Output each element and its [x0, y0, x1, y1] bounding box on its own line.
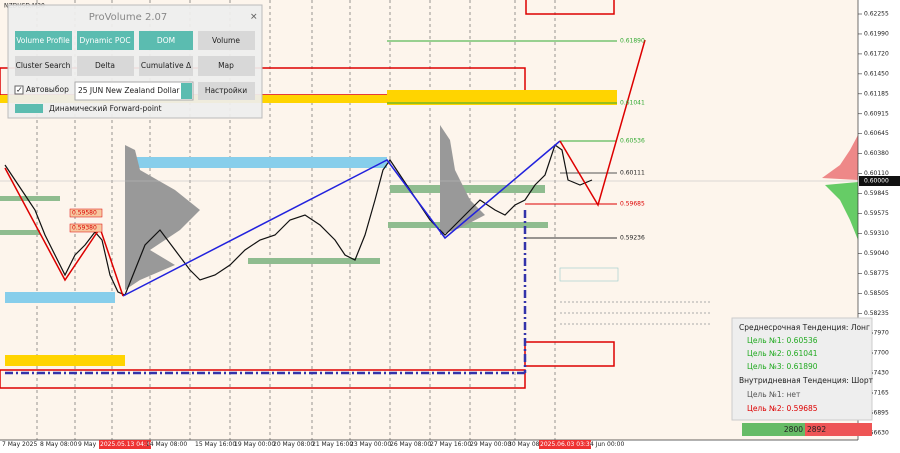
- button[interactable]: [139, 31, 193, 50]
- time-label: 27 May 16:00: [430, 441, 471, 448]
- level-label: 0.59580: [72, 210, 97, 217]
- current-price: 0.60000: [864, 178, 889, 185]
- forecast: [559, 39, 646, 207]
- price-label: 0.59040: [864, 250, 889, 257]
- info-line: Внутридневная Тенденция: Шорт: [739, 376, 874, 385]
- button-label[interactable]: Delta: [95, 61, 115, 70]
- button-label[interactable]: Map: [218, 61, 234, 70]
- price-label: 0.59845: [864, 190, 889, 197]
- price-label: 0.57430: [864, 370, 889, 377]
- button-label[interactable]: Dynamic POC: [79, 36, 130, 45]
- level-label: 0.61890: [620, 38, 645, 45]
- time-label: 29 May 00:00: [470, 441, 511, 448]
- time-label: 2025.05.13 04:30: [100, 441, 154, 448]
- level-label: 0.61041: [620, 100, 645, 107]
- time-axis: [0, 440, 900, 449]
- time-label: 21 May 16:00: [312, 441, 353, 448]
- checkbox-label: Автовыбор: [26, 85, 69, 94]
- time-label: 26 May 08:00: [390, 441, 431, 448]
- price-label: 0.62255: [864, 11, 889, 18]
- time-highlight: [99, 440, 151, 449]
- button[interactable]: [139, 56, 193, 76]
- info-line: Среднесрочная Тенденция: Лонг: [739, 323, 870, 332]
- right-profile: [822, 135, 858, 240]
- price-label: 0.58775: [864, 270, 889, 277]
- time-highlight: [539, 440, 591, 449]
- time-label: 23 May 00:00: [350, 441, 391, 448]
- button-label[interactable]: Cumulative Δ: [141, 61, 192, 70]
- button[interactable]: [77, 31, 134, 50]
- price-label: 0.59310: [864, 230, 889, 237]
- time-label: 19 May 00:00: [234, 441, 275, 448]
- select-value[interactable]: 25 JUN New Zealand Dollar: [78, 86, 180, 95]
- button[interactable]: [15, 56, 72, 76]
- button-label[interactable]: Volume: [212, 36, 240, 45]
- time-label: 7 May 2025: [2, 441, 37, 448]
- time-label: 2025.06.03 03:30: [540, 441, 594, 448]
- levels: [0, 40, 858, 375]
- price-label: 0.57165: [864, 390, 889, 397]
- info-line: Цель №3: 0.61890: [747, 362, 818, 371]
- price-label: 0.57700: [864, 350, 889, 357]
- price-label: 0.60645: [864, 130, 889, 137]
- level-label: 0.59685: [620, 201, 645, 208]
- info-line: Цель №1: нет: [747, 390, 801, 399]
- level-label: 0.60536: [620, 138, 645, 145]
- info-box: Среднесрочная Тенденция: Лонг Цель №1: 0…: [731, 317, 874, 436]
- button[interactable]: [198, 31, 255, 50]
- level-label: 0.60111: [620, 170, 645, 177]
- time-label: 15 May 16:00: [195, 441, 236, 448]
- time-label: 30 May 08:00: [508, 441, 549, 448]
- price-label: 0.60915: [864, 110, 889, 117]
- price-label: 0.60110: [864, 170, 889, 177]
- button-label[interactable]: Volume Profile: [16, 36, 70, 45]
- red-zigzag: [4, 167, 124, 297]
- time-label: 20 May 08:00: [273, 441, 314, 448]
- button[interactable]: [198, 82, 255, 100]
- price-label: 0.61185: [864, 90, 889, 97]
- price-label: 0.58505: [864, 290, 889, 297]
- time-label: 14 May 08:00: [146, 441, 187, 448]
- current-price-box: [859, 176, 900, 186]
- price-label: 0.61450: [864, 70, 889, 77]
- button-label[interactable]: Настройки: [205, 86, 247, 95]
- price-label: 0.59575: [864, 210, 889, 217]
- toggle[interactable]: [15, 104, 43, 113]
- info-line: Цель №1: 0.60536: [747, 336, 818, 345]
- price-label: 0.58235: [864, 310, 889, 317]
- info-line: Цель №2: 0.59685: [747, 404, 818, 413]
- time-label: 9 May: [78, 441, 97, 448]
- price-path: [4, 144, 593, 296]
- button-label[interactable]: DOM: [157, 36, 175, 45]
- price-label: 0.61720: [864, 50, 889, 57]
- price-label: 0.61990: [864, 30, 889, 37]
- button[interactable]: [77, 56, 134, 76]
- check: ✓: [16, 86, 23, 95]
- close[interactable]: ✕: [250, 13, 258, 23]
- blue-zigzag: [122, 140, 561, 297]
- button[interactable]: [15, 31, 72, 50]
- level-label: 0.59380: [72, 225, 97, 232]
- volume-sell: 2892: [807, 425, 826, 434]
- time-label: 4 Jun 00:00: [590, 441, 624, 448]
- volume-buy: 2800: [784, 425, 803, 434]
- info-line: Цель №2: 0.61041: [747, 349, 818, 358]
- panel-title: ProVolume 2.07: [89, 12, 168, 23]
- select[interactable]: [74, 81, 194, 101]
- price-label: 0.56895: [864, 410, 889, 417]
- time-label: 8 May 08:00: [40, 441, 78, 448]
- button[interactable]: [198, 56, 255, 76]
- button-label[interactable]: Cluster Search: [16, 61, 71, 70]
- checkbox[interactable]: [14, 85, 24, 95]
- level-label: 0.59236: [620, 235, 645, 242]
- toggle-label: Динамический Forward-point: [49, 104, 162, 113]
- price-label: 0.56630: [864, 430, 889, 437]
- price-label: 0.57970: [864, 330, 889, 337]
- provolume-panel: ProVolume 2.07 ✕ Volume Profile Dynamic …: [7, 4, 263, 119]
- price-label: 0.60380: [864, 150, 889, 157]
